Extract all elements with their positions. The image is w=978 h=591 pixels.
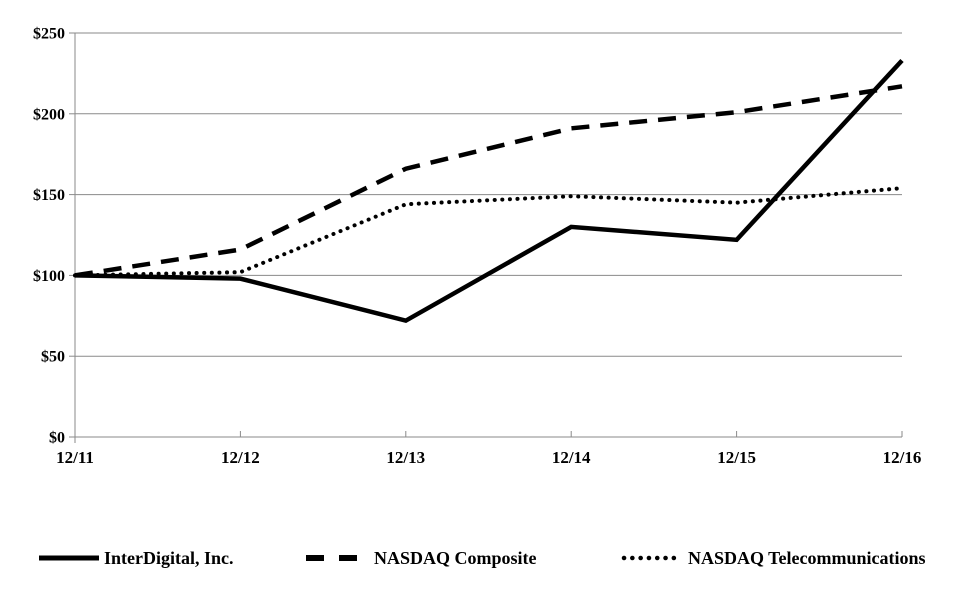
legend-item-interdigital: InterDigital, Inc. (38, 541, 234, 575)
x-axis-tick-label: 12/12 (221, 448, 260, 467)
legend-item-nasdaq-composite: NASDAQ Composite (306, 541, 537, 575)
x-axis-tick-label: 12/15 (717, 448, 756, 467)
legend-label-nasdaq-telecom: NASDAQ Telecommunications (688, 547, 926, 568)
legend-item-nasdaq-telecom: NASDAQ Telecommunications (621, 541, 926, 575)
chart-legend: InterDigital, Inc. NASDAQ Composite NASD… (0, 541, 978, 575)
dashed-line-sample-icon (306, 555, 358, 561)
solid-line-sample-icon (39, 555, 99, 561)
y-axis-tick-label: $250 (33, 26, 65, 43)
y-axis-tick-label: $0 (49, 430, 65, 447)
x-axis-tick-label: 12/16 (883, 448, 922, 467)
performance-line-chart: $0 $50 $100 $150 $200 $250 12/11 12/12 12/13 12/1… (33, 26, 922, 468)
series-line-interdigital-inc (74, 58, 904, 324)
dotted-line-sample-icon (621, 555, 677, 561)
y-axis-tick-label: $50 (41, 349, 65, 366)
x-axis-tick-label: 12/14 (552, 448, 591, 467)
series-line-nasdaq-telecommunications (73, 186, 904, 278)
y-axis-tick-label: $100 (33, 268, 65, 285)
y-axis-tick-label: $150 (33, 187, 65, 204)
legend-label-nasdaq-composite: NASDAQ Composite (374, 547, 537, 568)
x-axis-tick-label: 12/13 (386, 448, 425, 467)
legend-label-interdigital: InterDigital, Inc. (104, 547, 234, 568)
x-axis-tick-label: 12/11 (56, 448, 94, 467)
y-axis-tick-label: $200 (33, 106, 65, 123)
series-line-nasdaq-composite (74, 84, 903, 278)
